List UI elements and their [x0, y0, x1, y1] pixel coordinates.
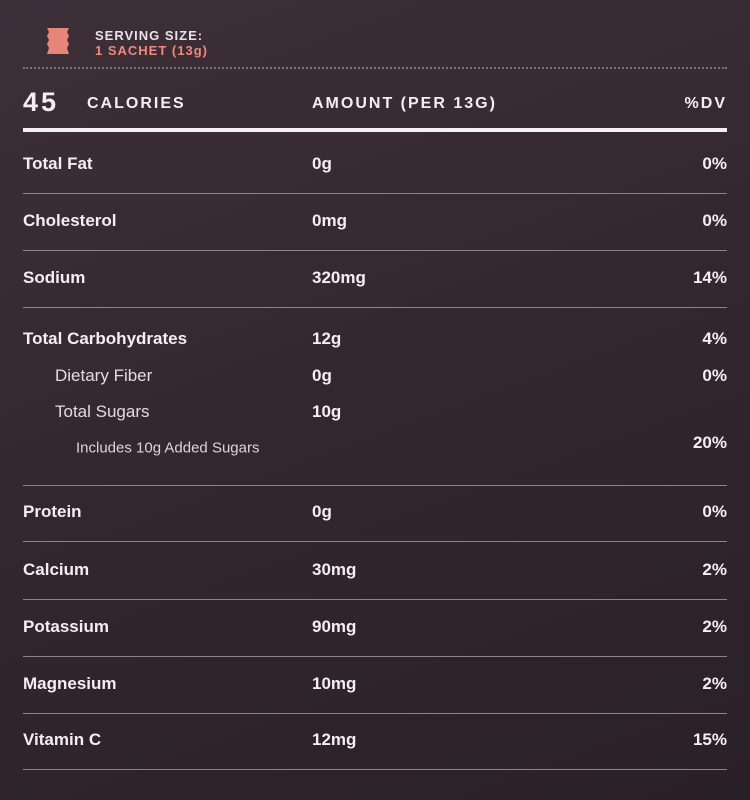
dotted-divider — [23, 67, 727, 69]
nutrient-name: Total Fat — [23, 154, 93, 173]
nutrient-amount: 0mg — [312, 211, 347, 230]
nutrient-name: Potassium — [23, 617, 109, 636]
nutrient-amount: 10g — [312, 402, 342, 421]
row-divider — [23, 250, 727, 251]
nutrient-dv: 0% — [702, 211, 727, 230]
nutrient-amount: 0g — [312, 154, 332, 173]
nutrient-amount: 10mg — [312, 674, 357, 693]
nutrient-amount: 0g — [312, 502, 332, 521]
sachet-icon — [47, 28, 69, 54]
nutrient-name: Sodium — [23, 268, 86, 287]
row-divider — [23, 541, 727, 542]
nutrient-name: Calcium — [23, 560, 90, 579]
nutrient-name: Cholesterol — [23, 211, 117, 230]
row-divider — [23, 307, 727, 308]
header-rule — [23, 128, 727, 132]
row-divider — [23, 713, 727, 714]
row-divider — [23, 656, 727, 657]
serving-value: 1 SACHET (13g) — [95, 43, 208, 58]
nutrient-name: Protein — [23, 502, 82, 521]
nutrient-dv: 0% — [702, 366, 727, 385]
nutrient-amount: 90mg — [312, 617, 357, 636]
nutrient-dv: 0% — [702, 502, 727, 521]
calories-value: 45 — [23, 87, 60, 117]
nutrient-name: Vitamin C — [23, 730, 102, 749]
nutrient-amount: 0g — [312, 366, 332, 385]
row-divider — [23, 193, 727, 194]
nutrient-dv: 0% — [702, 154, 727, 173]
nutrient-name: Dietary Fiber — [55, 366, 153, 385]
nutrient-dv: 2% — [702, 674, 727, 693]
nutrient-dv: 2% — [702, 617, 727, 636]
nutrient-name: Magnesium — [23, 674, 117, 693]
nutrient-dv: 14% — [692, 268, 727, 287]
nutrient-amount: 30mg — [312, 560, 357, 579]
nutrient-amount: 320mg — [312, 268, 366, 287]
row-divider — [23, 485, 727, 486]
nutrient-amount: 12mg — [312, 730, 357, 749]
amount-header: AMOUNT (PER 13G) — [312, 95, 497, 112]
nutrient-dv: 4% — [702, 329, 727, 348]
nutrient-name: Total Carbohydrates — [23, 329, 188, 348]
row-divider — [23, 599, 727, 600]
calories-label: CALORIES — [87, 95, 186, 112]
nutrient-amount: 12g — [312, 329, 342, 348]
nutrient-dv: 2% — [702, 560, 727, 579]
nutrient-dv: 20% — [692, 433, 727, 452]
serving-label: SERVING SIZE: — [95, 28, 204, 43]
nutrient-name: Total Sugars — [55, 402, 150, 421]
dv-header: %DV — [684, 95, 727, 112]
nutrient-dv: 15% — [692, 730, 727, 749]
row-divider — [23, 769, 727, 770]
nutrient-name: Includes 10g Added Sugars — [76, 439, 260, 457]
